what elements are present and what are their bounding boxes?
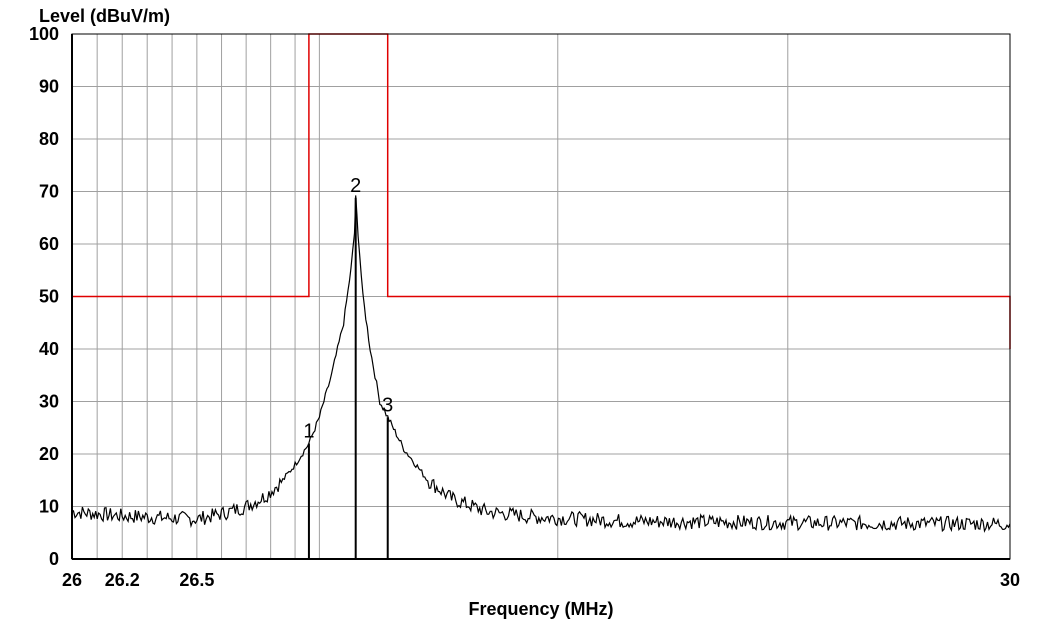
- y-tick-label: 50: [39, 287, 59, 307]
- y-axis-label: Level (dBuV/m): [39, 6, 170, 26]
- y-tick-label: 100: [29, 24, 59, 44]
- measurement-trace: [71, 195, 1011, 533]
- y-tick-label: 40: [39, 339, 59, 359]
- y-tick-label: 60: [39, 234, 59, 254]
- y-tick-label: 30: [39, 392, 59, 412]
- x-tick-label: 26.2: [105, 570, 140, 590]
- marker-label: 3: [382, 394, 393, 416]
- marker-label: 1: [303, 421, 314, 443]
- x-tick-label: 30: [1000, 570, 1020, 590]
- x-axis-label: Frequency (MHz): [468, 599, 613, 619]
- x-tick-label: 26.5: [179, 570, 214, 590]
- y-tick-label: 70: [39, 182, 59, 202]
- marker-label: 2: [350, 175, 361, 197]
- x-tick-labels: 26 26.2 26.5 30: [62, 570, 1020, 590]
- plot-frame: [71, 33, 1011, 560]
- y-tick-label: 90: [39, 77, 59, 97]
- marker-layer: 1 2 3: [303, 175, 393, 559]
- x-tick-label: 26: [62, 570, 82, 590]
- y-tick-label: 80: [39, 129, 59, 149]
- y-tick-label: 0: [49, 549, 59, 569]
- y-tick-label: 20: [39, 444, 59, 464]
- y-tick-label: 10: [39, 497, 59, 517]
- plot-series: [71, 33, 1011, 533]
